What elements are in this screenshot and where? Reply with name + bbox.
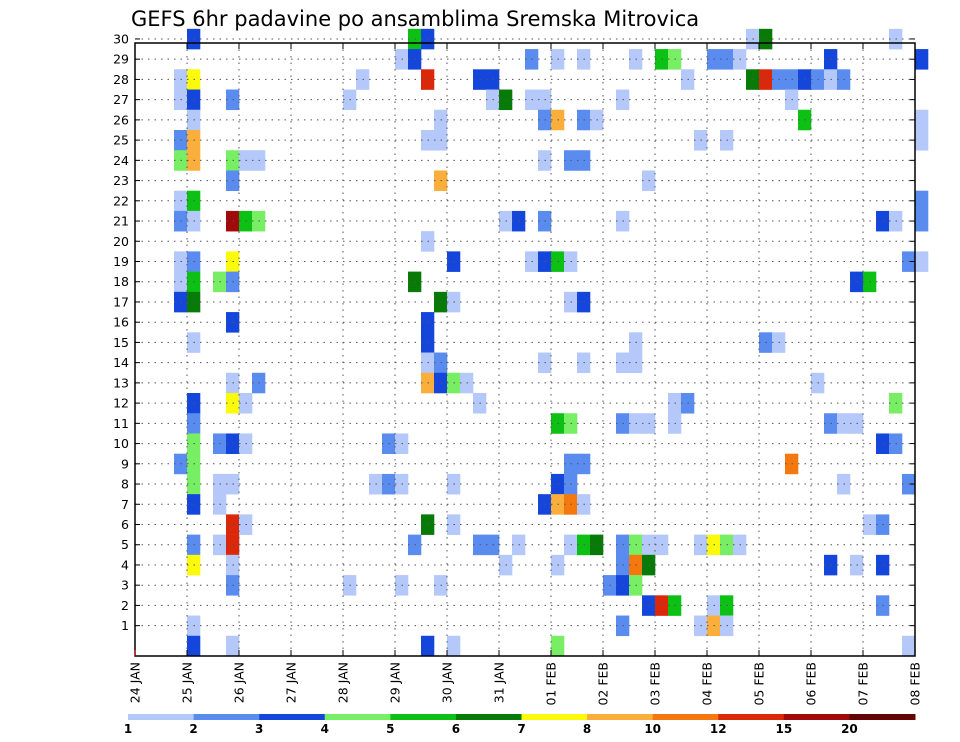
y-tick-label: 21 [113,214,129,229]
y-tick-label: 5 [121,537,129,552]
colorbar-swatch [193,714,260,720]
y-tick-label: 30 [113,31,129,46]
y-tick-label: 8 [121,477,129,492]
cell-member-22-step-60 [915,190,929,212]
colorbar-label: 4 [321,722,329,736]
cell-member-0-step-59 [902,635,916,657]
y-tick-label: 16 [113,315,129,330]
x-tick-label: 02 FEB [596,662,611,706]
x-axis: 24 JAN 25 JAN 26 JAN 27 JAN 28 JAN 29 JAN 30 J… [128,43,923,706]
x-tick-label: 24 JAN [128,662,143,703]
colorbar-label: 7 [517,722,525,736]
y-tick-label: 3 [121,578,129,593]
x-tick-label: 30 JAN [440,662,455,703]
x-tick-label: 03 FEB [648,662,663,706]
y-tick-label: 27 [113,92,129,107]
colorbar-swatch [587,714,654,720]
x-tick-label: 07 FEB [856,662,871,706]
cell-member-0-step-24 [447,635,461,657]
y-tick-label: 20 [113,234,129,249]
y-tick-label: 19 [113,254,129,269]
plot-frame [134,42,916,657]
colorbar-swatch [652,714,719,720]
y-axis: 1234567891011121314151617181920212223242… [113,31,915,633]
x-tick-label: 26 JAN [232,662,247,703]
y-tick-label: 18 [113,274,129,289]
y-tick-label: 10 [113,436,129,451]
x-tick-label: 06 FEB [804,662,819,706]
x-tick-label: 04 FEB [700,662,715,706]
y-tick-label: 23 [113,173,129,188]
y-tick-label: 17 [113,294,129,309]
y-tick-label: 15 [113,335,129,350]
y-tick-label: 11 [113,416,129,431]
colorbar-swatch [390,714,457,720]
colorbar-label: 1 [124,722,132,736]
colorbar-label: 2 [189,722,197,736]
colorbar: 1 2 3 4 5 6 7 8 10 12 15 20 [124,714,916,736]
cell-member-0-step-22 [421,635,435,657]
y-tick-label: 28 [113,72,129,87]
y-tick-label: 12 [113,396,129,411]
cell-member-0-step-32 [551,635,565,657]
colorbar-label: 20 [841,722,858,736]
colorbar-swatch [849,714,916,720]
x-tick-label: 27 JAN [284,662,299,703]
x-tick-label: 08 FEB [908,662,923,706]
x-tick-label: 29 JAN [388,662,403,703]
colorbar-swatch [783,714,850,720]
colorbar-label: 10 [644,722,661,736]
colorbar-label: 6 [452,722,460,736]
chart-title: GEFS 6hr padavine po ansamblima Sremska … [131,7,699,31]
cell-member-26-step-60 [915,109,929,131]
y-tick-label: 26 [113,112,129,127]
x-tick-label: 31 JAN [492,662,507,703]
y-tick-label: 9 [121,456,129,471]
y-tick-label: 2 [121,598,129,613]
cell-member-19-step-60 [915,251,929,272]
x-tick-label: 25 JAN [180,662,195,703]
y-tick-label: 6 [121,517,129,532]
cell-member-21-step-60 [915,210,929,232]
y-tick-label: 29 [113,52,129,67]
colorbar-swatch [128,714,195,720]
y-tick-label: 13 [113,375,129,390]
colorbar-swatch [324,714,391,720]
y-tick-label: 14 [113,355,129,370]
x-tick-label: 01 FEB [544,662,559,706]
cell-member-0-step-7 [226,635,240,657]
colorbar-swatch [455,714,522,720]
colorbar-label: 12 [710,722,727,736]
colorbar-label: 15 [775,722,792,736]
y-tick-label: 25 [113,133,129,148]
y-tick-label: 24 [113,153,129,168]
x-tick-label: 28 JAN [336,662,351,703]
y-tick-label: 4 [121,557,129,572]
colorbar-swatch [718,714,785,720]
x-tick-label: 05 FEB [752,662,767,706]
y-tick-label: 7 [121,497,129,512]
y-tick-label: 22 [113,193,129,208]
colorbar-swatch [521,714,588,720]
grid-layer [135,38,915,656]
colorbar-label: 5 [386,722,394,736]
cell-member-0-step-4 [187,635,201,657]
y-tick-label: 1 [121,618,129,633]
colorbar-swatch [259,714,326,720]
colorbar-label: 8 [583,722,591,736]
cell-member-29-step-60 [915,49,929,70]
colorbar-label: 3 [255,722,263,736]
cell-member-25-step-60 [915,129,929,151]
